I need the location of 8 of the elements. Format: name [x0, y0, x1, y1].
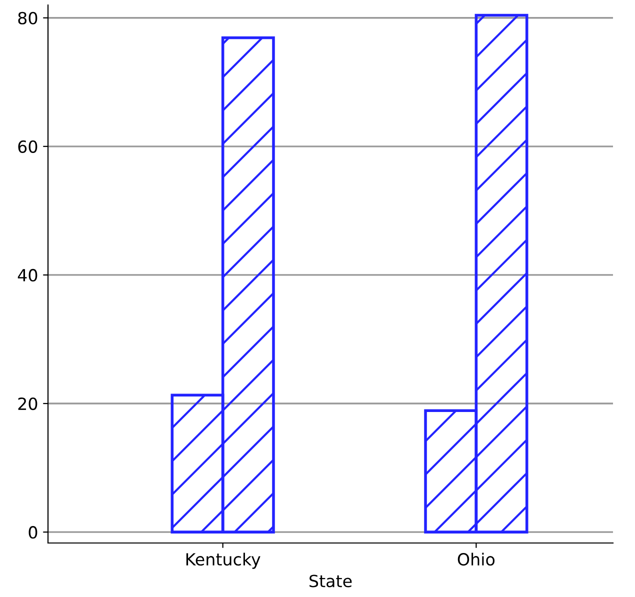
x-tick-label: Kentucky	[186, 552, 260, 569]
y-tick-label: 40	[18, 268, 38, 282]
x-tick-label: Ohio	[458, 552, 495, 566]
y-tick-label: 0	[28, 526, 38, 539]
y-tick-label: 60	[18, 140, 38, 153]
x-axis-title: State	[310, 574, 352, 588]
y-tick-label: 80	[18, 12, 38, 24]
y-tick-label: 20	[18, 397, 38, 410]
